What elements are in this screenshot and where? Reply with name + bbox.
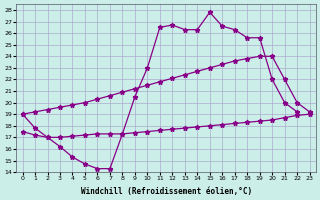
X-axis label: Windchill (Refroidissement éolien,°C): Windchill (Refroidissement éolien,°C) xyxy=(81,187,252,196)
